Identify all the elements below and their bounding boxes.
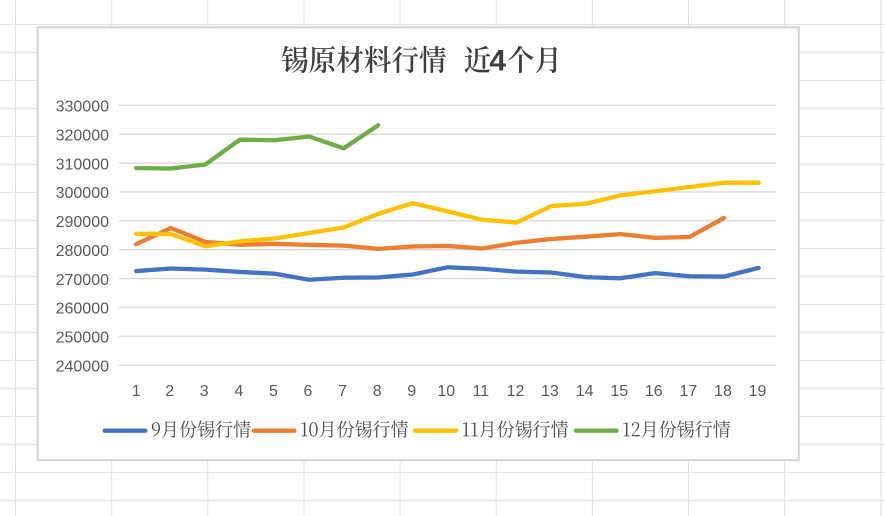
svg-text:9: 9 <box>407 383 416 400</box>
svg-text:16: 16 <box>645 383 663 400</box>
svg-text:280000: 280000 <box>56 243 109 260</box>
svg-text:8: 8 <box>373 383 382 400</box>
svg-text:14: 14 <box>576 383 594 400</box>
svg-text:1: 1 <box>132 383 141 400</box>
svg-text:4: 4 <box>489 45 506 78</box>
svg-text:18: 18 <box>714 383 732 400</box>
svg-text:11: 11 <box>473 383 490 400</box>
svg-text:300000: 300000 <box>56 185 109 202</box>
svg-text:15: 15 <box>610 383 628 400</box>
svg-text:270000: 270000 <box>56 272 109 289</box>
svg-text:250000: 250000 <box>56 330 109 347</box>
svg-text:320000: 320000 <box>56 127 109 144</box>
svg-text:5: 5 <box>269 383 278 400</box>
svg-text:260000: 260000 <box>56 301 109 318</box>
svg-text:2: 2 <box>165 383 174 400</box>
svg-text:12: 12 <box>507 383 525 400</box>
svg-text:7: 7 <box>338 383 347 400</box>
svg-text:13: 13 <box>541 383 559 400</box>
svg-text:17: 17 <box>679 383 697 400</box>
svg-text:290000: 290000 <box>56 214 109 231</box>
svg-text:240000: 240000 <box>56 358 109 375</box>
svg-text:330000: 330000 <box>56 99 109 116</box>
svg-text:3: 3 <box>200 383 209 400</box>
svg-text:10: 10 <box>437 383 455 400</box>
svg-text:310000: 310000 <box>56 156 109 173</box>
svg-text:6: 6 <box>304 383 313 400</box>
svg-text:19: 19 <box>749 383 767 400</box>
svg-text:4: 4 <box>234 383 243 400</box>
